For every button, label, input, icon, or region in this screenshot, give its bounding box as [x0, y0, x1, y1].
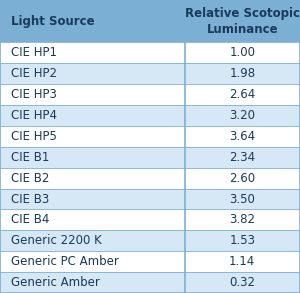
Bar: [0, 0, 184, 42]
Bar: [0, 105, 184, 126]
Text: 1.14: 1.14: [229, 255, 255, 268]
Bar: [184, 168, 300, 189]
Text: 3.64: 3.64: [229, 130, 255, 143]
Bar: [0, 84, 184, 105]
Bar: [184, 230, 300, 251]
Bar: [0, 230, 184, 251]
Text: Generic PC Amber: Generic PC Amber: [11, 255, 118, 268]
Bar: [0, 42, 184, 63]
Bar: [0, 126, 184, 147]
Bar: [0, 272, 184, 293]
Text: CIE HP1: CIE HP1: [11, 46, 56, 59]
Text: 3.20: 3.20: [229, 109, 255, 122]
Bar: [184, 209, 300, 230]
Bar: [184, 42, 300, 63]
Bar: [184, 189, 300, 209]
Text: 2.34: 2.34: [229, 151, 255, 164]
Bar: [184, 251, 300, 272]
Bar: [184, 272, 300, 293]
Text: CIE B1: CIE B1: [11, 151, 49, 164]
Bar: [0, 168, 184, 189]
Text: 3.50: 3.50: [229, 193, 255, 206]
Bar: [184, 0, 300, 42]
Bar: [0, 63, 184, 84]
Text: 0.32: 0.32: [229, 276, 255, 289]
Bar: [0, 147, 184, 168]
Text: CIE B2: CIE B2: [11, 172, 49, 185]
Bar: [0, 209, 184, 230]
Text: 1.53: 1.53: [229, 234, 255, 247]
Text: 2.60: 2.60: [229, 172, 255, 185]
Bar: [184, 147, 300, 168]
Text: Light Source: Light Source: [11, 15, 94, 28]
Text: 3.82: 3.82: [229, 213, 255, 226]
Bar: [184, 105, 300, 126]
Bar: [0, 189, 184, 209]
Text: 1.98: 1.98: [229, 67, 255, 80]
Text: CIE HP4: CIE HP4: [11, 109, 56, 122]
Text: CIE HP2: CIE HP2: [11, 67, 56, 80]
Text: 2.64: 2.64: [229, 88, 255, 101]
Text: CIE HP5: CIE HP5: [11, 130, 56, 143]
Text: Relative Scotopic
Luminance: Relative Scotopic Luminance: [185, 7, 300, 36]
Text: CIE HP3: CIE HP3: [11, 88, 56, 101]
Bar: [184, 84, 300, 105]
Text: CIE B4: CIE B4: [11, 213, 49, 226]
Text: Generic 2200 K: Generic 2200 K: [11, 234, 101, 247]
Text: CIE B3: CIE B3: [11, 193, 49, 206]
Bar: [184, 126, 300, 147]
Bar: [184, 63, 300, 84]
Text: 1.00: 1.00: [229, 46, 255, 59]
Text: Generic Amber: Generic Amber: [11, 276, 99, 289]
Bar: [0, 251, 184, 272]
